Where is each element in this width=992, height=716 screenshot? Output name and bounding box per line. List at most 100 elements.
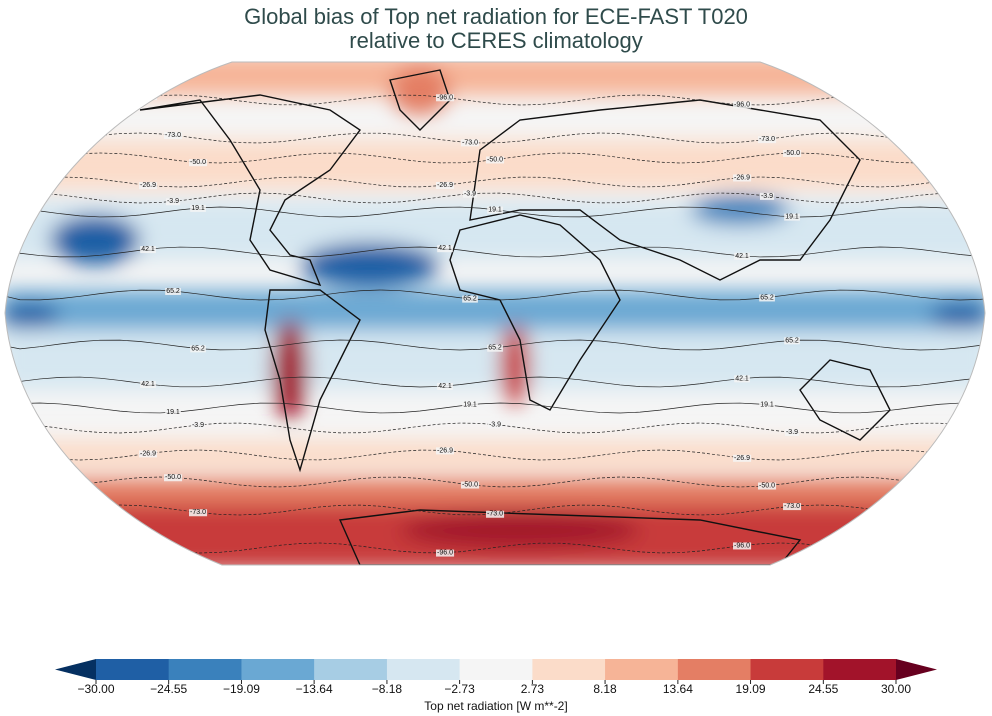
colorbar-tick-label: 19.09 — [736, 682, 766, 696]
contour-label-bg — [462, 190, 478, 198]
contour-label: 42.1 — [141, 381, 155, 388]
contour-label: -96.0 — [734, 542, 750, 549]
contour-label-bg — [784, 337, 800, 345]
contour-label: -3.9 — [786, 429, 798, 436]
contour-label-bg — [486, 156, 505, 164]
colorbar-tick-label: −30.00 — [77, 682, 114, 696]
contour-label: -50.0 — [462, 482, 478, 489]
contour-label: -96.0 — [437, 550, 453, 557]
contour-label-bg — [436, 181, 455, 189]
contour-label-bg — [758, 136, 777, 144]
contour-label: -50.0 — [190, 159, 206, 166]
contour-label: -73.0 — [784, 503, 800, 510]
contour-label: 42.1 — [735, 375, 749, 382]
colorbar-tick-label: −8.18 — [372, 682, 403, 696]
contour-label-bg — [139, 450, 158, 458]
contour-label-bg — [462, 401, 478, 409]
contour-label: -3.9 — [192, 422, 204, 429]
contour-label: 19.1 — [785, 214, 799, 221]
colorbar-tick-label: 13.64 — [663, 682, 693, 696]
colorbar-tick-label: −13.64 — [296, 682, 333, 696]
contour-line — [5, 246, 985, 258]
contour-label-bg — [486, 510, 505, 518]
contour-label-bg — [164, 131, 183, 139]
title-line: Global bias of Top net radiation for ECE… — [244, 4, 748, 29]
colorbar-bin — [314, 659, 388, 680]
contour-label-bg — [190, 204, 206, 212]
colorbar-bin — [96, 659, 170, 680]
contour-label: 19.1 — [191, 205, 205, 212]
contour-label-bg — [487, 344, 503, 352]
contour-label: -73.0 — [165, 132, 181, 139]
contour-label: 65.2 — [488, 345, 502, 352]
contour-label-bg — [759, 192, 775, 200]
contour-label: 42.1 — [438, 245, 452, 252]
contour-label-bg — [189, 159, 208, 167]
title-line: relative to CERES climatology — [349, 28, 642, 53]
contour-label-bg — [165, 198, 181, 206]
contour-label-bg — [733, 174, 752, 182]
contour-label-bg — [190, 421, 206, 429]
colorbar-tick-label: −24.55 — [150, 682, 187, 696]
contour-label: -26.9 — [437, 447, 453, 454]
colorbar-extend-low — [55, 659, 96, 680]
colorbar-tick-label: −2.73 — [444, 682, 475, 696]
contour-label: -26.9 — [140, 450, 156, 457]
contour-label-bg — [436, 447, 455, 455]
colorbar-tick-label: 30.00 — [881, 682, 911, 696]
contour-label: 42.1 — [438, 383, 452, 390]
contour-label-bg — [784, 213, 800, 221]
colorbar-tick-label: 2.73 — [521, 682, 545, 696]
contour-label: -50.0 — [759, 483, 775, 490]
contour-label: -26.9 — [140, 182, 156, 189]
contour-label-bg — [437, 382, 453, 390]
contour-label: -26.9 — [437, 182, 453, 189]
contour-label-bg — [462, 295, 478, 303]
contour-label: 65.2 — [463, 296, 477, 303]
contour-label: -26.9 — [734, 455, 750, 462]
contour-label-bg — [783, 149, 802, 157]
contour-label-bg — [139, 545, 158, 553]
colorbar-tick-label: −19.09 — [223, 682, 260, 696]
contour-label-bg — [783, 503, 802, 511]
contour-label-bg — [759, 294, 775, 302]
contour-label: 19.1 — [166, 409, 180, 416]
contour-label-bg — [436, 549, 455, 557]
contour-label: -26.9 — [734, 174, 750, 181]
contour-label: 42.1 — [141, 246, 155, 253]
colorbar-bin — [605, 659, 679, 680]
colorbar-bin — [750, 659, 824, 680]
contour-label: -3.9 — [464, 191, 476, 198]
contour-label-bg — [165, 409, 181, 417]
contour-label-bg — [487, 421, 503, 429]
contour-label: -3.9 — [167, 198, 179, 205]
contour-label-bg — [461, 481, 480, 489]
contour-line — [5, 376, 985, 388]
contour-label-bg — [733, 101, 752, 109]
contour-label: -73.0 — [759, 136, 775, 143]
contour-label: -50.0 — [165, 474, 181, 481]
contour-label: -73.0 — [190, 509, 206, 516]
colorbar-bin — [241, 659, 315, 680]
contour-line — [5, 449, 985, 461]
contour-label: -50.0 — [784, 150, 800, 157]
contour-label-bg — [437, 245, 453, 253]
colorbar-bin — [532, 659, 606, 680]
contour-label-bg — [733, 542, 752, 550]
contour-label-bg — [164, 474, 183, 482]
contour-label-bg — [734, 375, 750, 383]
contour-label: 19.1 — [760, 402, 774, 409]
contour-label-bg — [139, 182, 158, 190]
colorbar-tick-label: 8.18 — [593, 682, 617, 696]
contour-label-bg — [784, 429, 800, 437]
colorbar-bin — [677, 659, 752, 680]
colorbar-bin — [823, 659, 897, 680]
contour-label-bg — [733, 454, 752, 462]
contour-line — [5, 176, 985, 188]
contour-label: 42.1 — [735, 253, 749, 260]
contour-label: 65.2 — [785, 337, 799, 344]
contour-label: -3.9 — [489, 421, 501, 428]
contour-label: -73.0 — [487, 511, 503, 518]
contour-label-bg — [436, 94, 455, 102]
